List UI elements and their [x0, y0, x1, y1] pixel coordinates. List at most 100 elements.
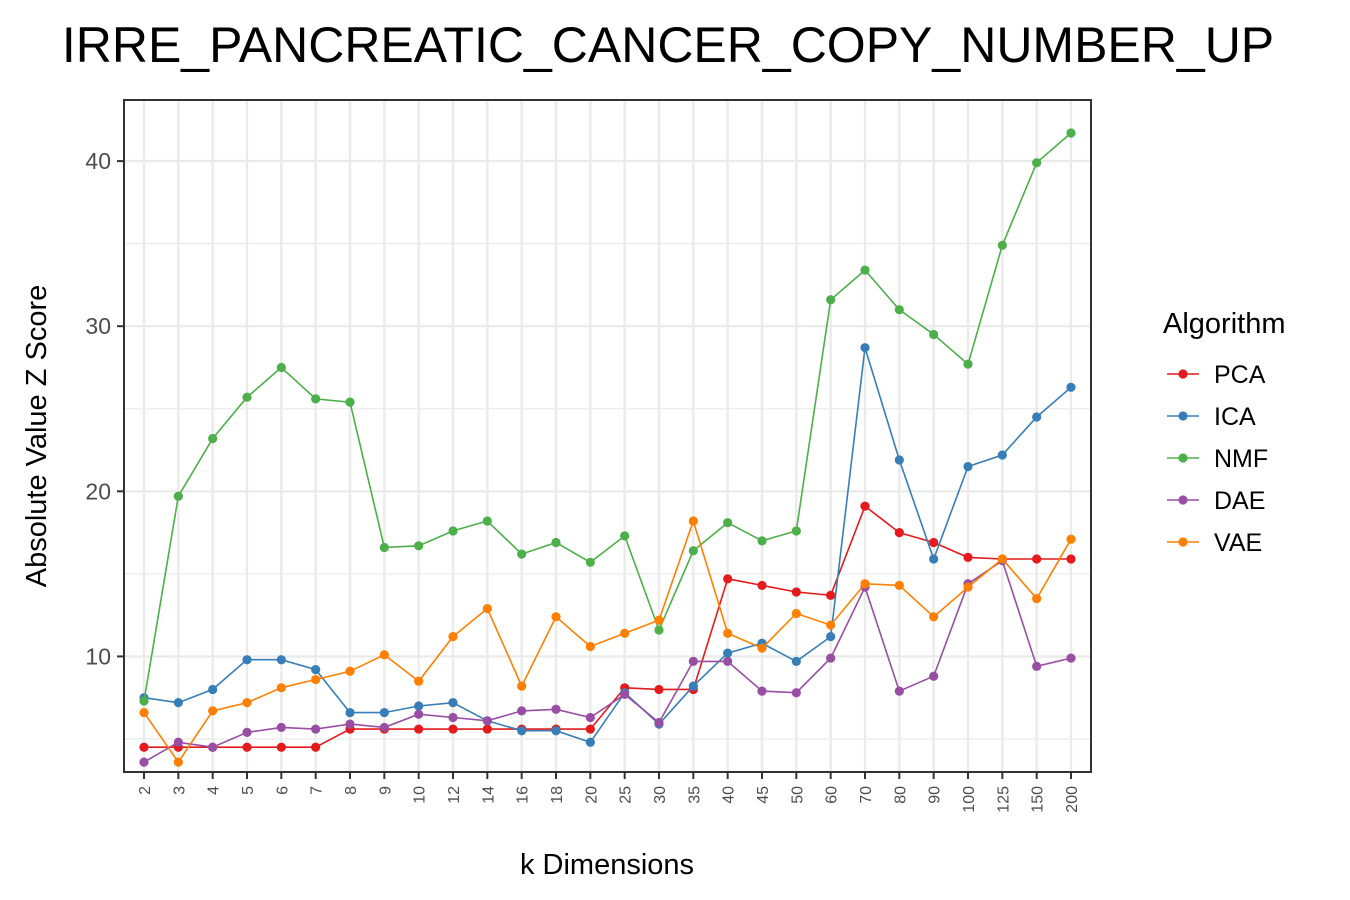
data-point-ica: [379, 707, 389, 718]
data-point-ica: [448, 698, 458, 708]
x-tick-label: 7: [309, 786, 326, 795]
data-point-ica: [517, 726, 527, 736]
data-point-vae: [654, 615, 664, 625]
x-tick-label: 100: [961, 786, 978, 813]
data-point-dae: [242, 727, 252, 737]
legend-key-point: [1178, 495, 1188, 505]
legend-label: PCA: [1214, 361, 1266, 389]
x-tick-label: 4: [206, 786, 223, 795]
series-nmf: [139, 128, 1076, 706]
legend-entry-nmf: NMF: [1167, 445, 1268, 473]
x-tick-label: 10: [412, 786, 429, 804]
data-point-vae: [997, 554, 1007, 564]
data-point-pca: [276, 742, 286, 752]
data-point-ica: [276, 655, 286, 665]
data-point-nmf: [997, 240, 1007, 250]
data-point-pca: [963, 552, 973, 562]
data-point-nmf: [1032, 158, 1042, 168]
data-point-ica: [929, 554, 939, 564]
data-point-ica: [963, 461, 973, 472]
data-point-dae: [620, 689, 630, 699]
data-point-vae: [585, 641, 595, 652]
y-tick-label: 10: [85, 643, 111, 669]
data-point-dae: [379, 722, 389, 733]
series-line-vae: [143, 518, 1072, 764]
data-point-pca: [860, 501, 870, 511]
x-tick-label: 18: [549, 786, 566, 804]
data-point-pca: [894, 527, 904, 538]
data-point-dae: [311, 724, 321, 734]
y-tick-label: 30: [85, 313, 111, 339]
legend-key-point: [1178, 537, 1188, 547]
data-point-ica: [1066, 382, 1076, 392]
x-tick-label: 35: [686, 786, 703, 804]
data-point-ica: [173, 698, 183, 708]
data-point-nmf: [276, 362, 286, 373]
series-dae: [139, 556, 1076, 767]
data-point-nmf: [208, 433, 218, 444]
data-point-vae: [963, 582, 973, 592]
series-layer: [139, 128, 1076, 767]
legend-entry-dae: DAE: [1167, 487, 1265, 515]
data-point-dae: [482, 716, 492, 726]
data-point-nmf: [791, 526, 801, 536]
data-point-dae: [585, 712, 595, 723]
data-point-ica: [551, 726, 561, 736]
x-tick-label: 2: [137, 786, 154, 795]
data-point-ica: [1032, 412, 1042, 422]
x-tick-label: 5: [240, 786, 257, 795]
data-point-nmf: [311, 394, 321, 404]
x-tick-label: 20: [583, 786, 600, 804]
legend-entry-pca: PCA: [1167, 361, 1266, 389]
plot-background: [124, 100, 1091, 772]
data-point-nmf: [139, 696, 149, 706]
legend-entry-vae: VAE: [1167, 529, 1262, 557]
legend-key-point: [1178, 411, 1188, 421]
x-tick-label: 30: [652, 786, 669, 804]
data-point-ica: [860, 343, 870, 353]
legend-key-point: [1178, 453, 1188, 463]
x-tick-label: 150: [1030, 786, 1047, 813]
data-point-dae: [1032, 661, 1042, 671]
x-tick-label: 45: [755, 786, 772, 804]
x-tick-label: 14: [480, 786, 497, 804]
data-point-dae: [654, 717, 664, 728]
data-point-ica: [414, 701, 424, 711]
data-point-vae: [929, 612, 939, 622]
data-point-nmf: [482, 516, 492, 526]
data-point-nmf: [345, 397, 355, 407]
data-point-vae: [1032, 594, 1042, 604]
x-tick-label: 200: [1064, 786, 1081, 813]
legend-title: Algorithm: [1163, 308, 1286, 340]
data-point-dae: [208, 742, 218, 752]
data-point-pca: [791, 587, 801, 597]
data-point-vae: [208, 706, 218, 716]
data-point-pca: [1032, 554, 1042, 564]
data-point-vae: [757, 643, 767, 653]
data-point-pca: [723, 574, 733, 584]
data-point-vae: [791, 608, 801, 619]
x-axis-title: k Dimensions: [520, 849, 694, 881]
data-point-nmf: [517, 549, 527, 559]
data-point-pca: [654, 684, 664, 695]
data-point-pca: [242, 742, 252, 752]
series-ica: [139, 343, 1076, 747]
data-point-dae: [757, 686, 767, 696]
x-tick-label: 16: [515, 786, 532, 804]
data-point-nmf: [1066, 128, 1076, 138]
series-line-pca: [144, 504, 1071, 749]
data-point-dae: [139, 757, 149, 767]
data-point-pca: [311, 742, 321, 752]
x-tick-label: 60: [824, 786, 841, 804]
data-point-ica: [311, 665, 321, 675]
data-point-dae: [517, 706, 527, 716]
legend-label: DAE: [1214, 487, 1265, 515]
data-point-vae: [1066, 534, 1076, 544]
data-point-ica: [688, 681, 698, 691]
y-tick-label: 40: [85, 148, 111, 174]
x-tick-label: 3: [171, 786, 188, 795]
chart-title: IRRE_PANCREATIC_CANCER_COPY_NUMBER_UP: [62, 17, 1274, 73]
plot-border: [123, 99, 1092, 773]
data-point-vae: [276, 683, 286, 693]
